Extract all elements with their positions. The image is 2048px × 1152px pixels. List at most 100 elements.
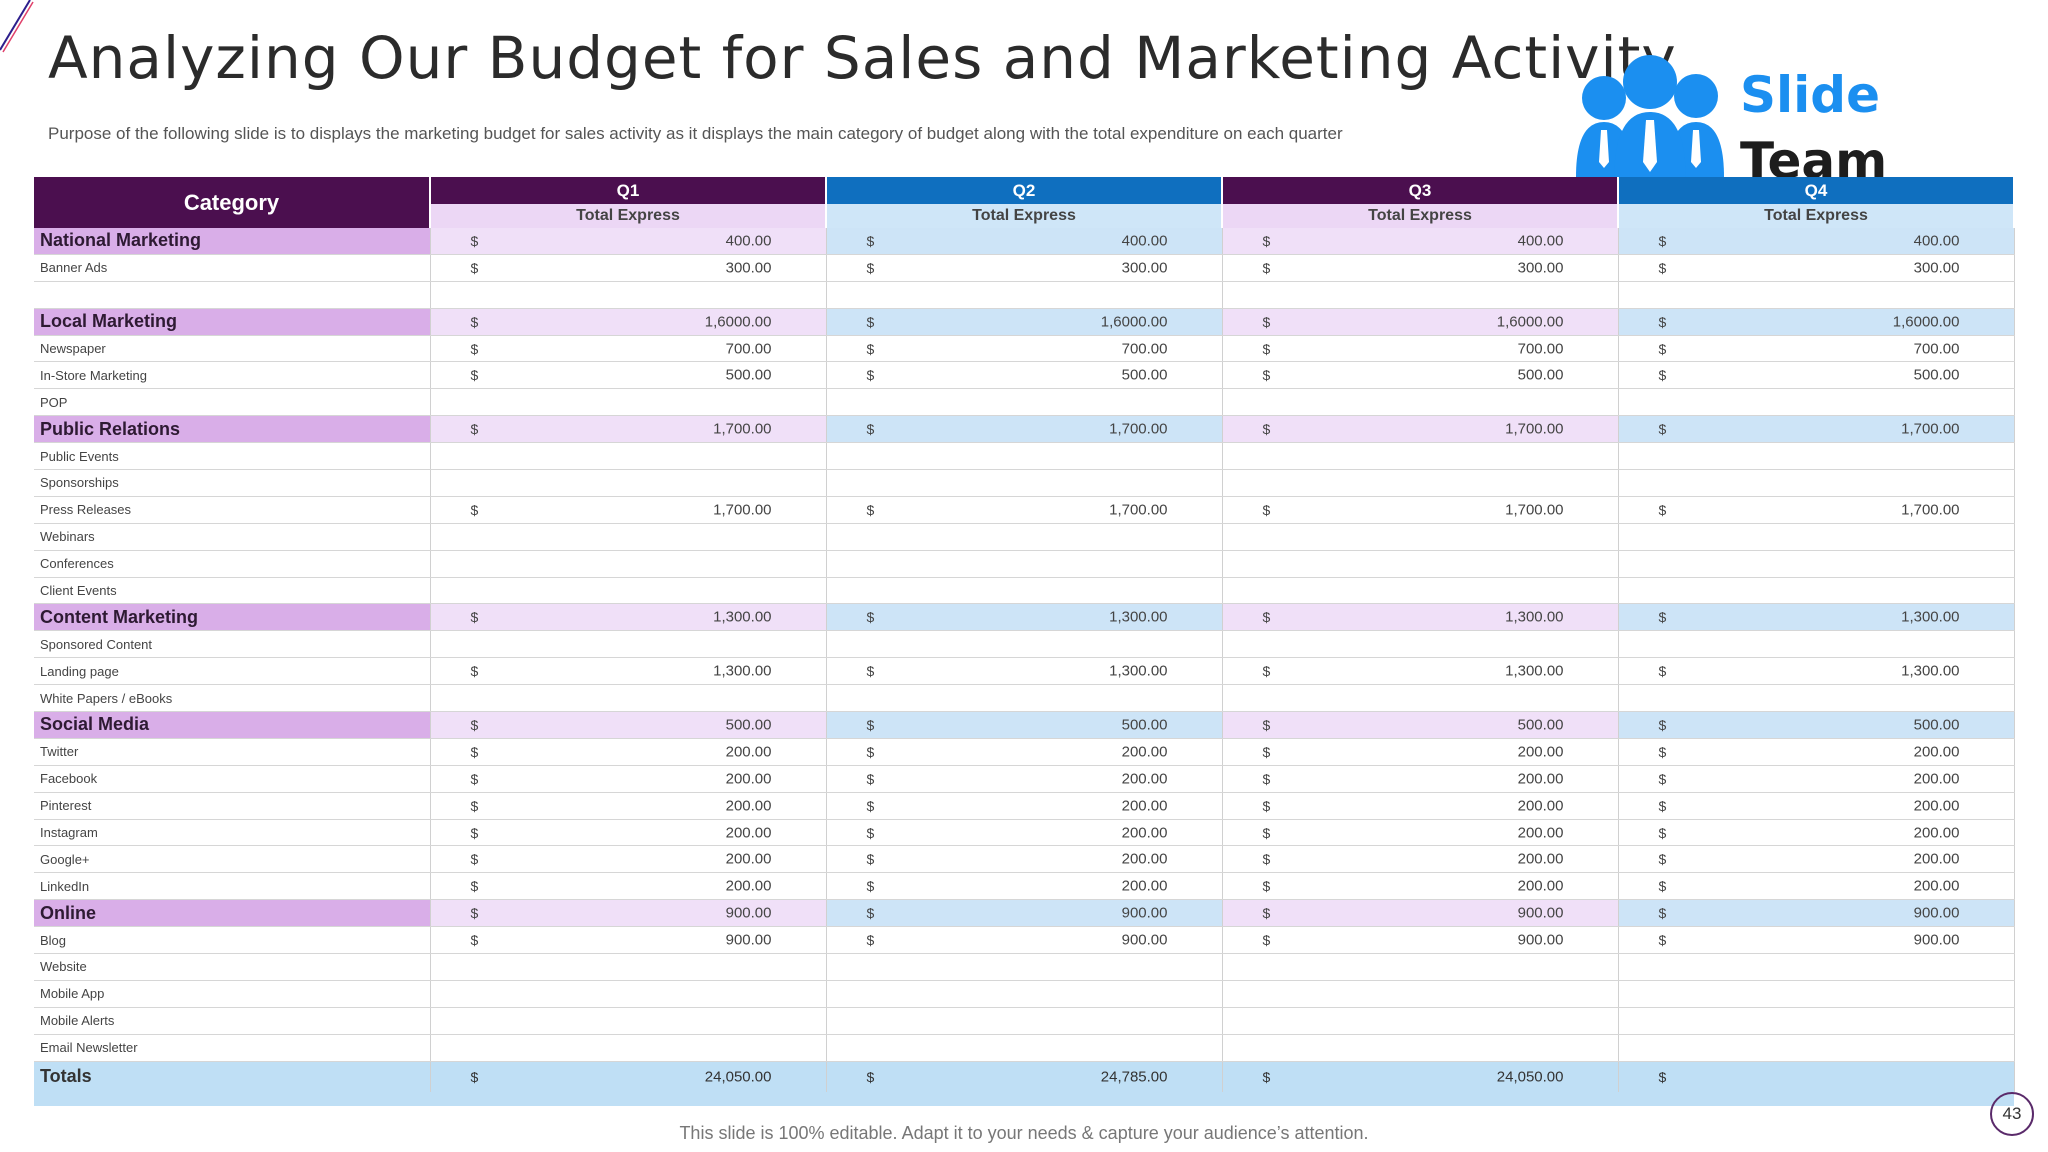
quarter-value-cell xyxy=(826,1007,1223,1035)
table-row: Google+ $200.00 $200.00 $200.00 $200.00 xyxy=(34,845,2015,874)
quarter-value-cell: $300.00 xyxy=(1618,254,2015,282)
quarter-value-cell xyxy=(430,684,827,713)
currency-symbol: $ xyxy=(866,770,875,787)
row-label: Banner Ads xyxy=(34,254,431,282)
quarter-value-cell: $500.00 xyxy=(1222,361,1619,390)
amount-value: 1,700.00 xyxy=(1505,420,1564,438)
quarter-value-cell: $200.00 xyxy=(1222,792,1619,820)
currency-symbol: $ xyxy=(1262,340,1271,357)
currency-symbol: $ xyxy=(470,421,479,438)
currency-symbol: $ xyxy=(866,743,875,760)
section-row: Social Media $500.00 $500.00 $500.00 $500.00 xyxy=(34,711,2015,739)
totals-tail-cell xyxy=(34,1091,430,1106)
row-label: Public Events xyxy=(34,442,431,471)
quarter-value-cell: $700.00 xyxy=(430,335,827,363)
currency-symbol: $ xyxy=(470,797,479,814)
table-row: Instagram $200.00 $200.00 $200.00 $200.00 xyxy=(34,819,2015,847)
table-row: LinkedIn $200.00 $200.00 $200.00 $200.00 xyxy=(34,872,2015,901)
quarter-value-cell xyxy=(430,388,827,417)
quarter-value-cell xyxy=(1618,281,2015,309)
row-label: Conferences xyxy=(34,550,431,578)
totals-tail-cell xyxy=(430,1091,826,1106)
currency-symbol: $ xyxy=(866,905,875,922)
quarter-value-cell: $200.00 xyxy=(1618,738,2015,766)
quarter-value-cell xyxy=(1618,469,2015,497)
table-row: In-Store Marketing $500.00 $500.00 $500.00 $… xyxy=(34,361,2015,390)
team-people-icon: Slide Team xyxy=(1576,55,1887,187)
quarter-value-cell: $200.00 xyxy=(1618,845,2015,874)
amount-value: 1,6000.00 xyxy=(1100,313,1168,331)
budget-table-container: Category Q1 Q2 Q3 Q4 Total Express Total… xyxy=(34,177,2015,1106)
amount-value: 200.00 xyxy=(1121,850,1168,868)
amount-value: 1,700.00 xyxy=(1901,501,1960,519)
totals-tail-cell xyxy=(1618,1091,2014,1106)
amount-value: 200.00 xyxy=(725,850,772,868)
amount-value: 1,300.00 xyxy=(1505,608,1564,626)
currency-symbol: $ xyxy=(866,797,875,814)
totals-value-cell: $ xyxy=(1618,1061,2015,1092)
row-label: Mobile App xyxy=(34,980,431,1008)
table-row: Sponsorships xyxy=(34,469,2015,497)
quarter-value-cell: $300.00 xyxy=(826,254,1223,282)
page-subtitle: Purpose of the following slide is to dis… xyxy=(48,124,1343,143)
quarter-value-cell xyxy=(1618,980,2015,1008)
quarter-value-cell: $1,6000.00 xyxy=(1618,308,2015,336)
quarter-value-cell: $200.00 xyxy=(826,792,1223,820)
table-row: White Papers / eBooks xyxy=(34,684,2015,713)
amount-value: 1,700.00 xyxy=(1109,501,1168,519)
row-label: Press Releases xyxy=(34,496,431,524)
row-label: Blog xyxy=(34,926,431,955)
section-label: Content Marketing xyxy=(34,603,431,632)
currency-symbol: $ xyxy=(470,259,479,276)
quarter-value-cell: $1,700.00 xyxy=(1618,496,2015,524)
quarter-value-cell: $1,300.00 xyxy=(430,603,827,632)
currency-symbol: $ xyxy=(470,905,479,922)
quarter-value-cell xyxy=(430,523,827,551)
table-row: POP xyxy=(34,388,2015,417)
quarter-value-cell xyxy=(430,630,827,659)
amount-value: 900.00 xyxy=(725,904,772,922)
section-label: Social Media xyxy=(34,711,431,739)
quarter-value-cell: $300.00 xyxy=(430,254,827,282)
quarter-value-cell: $300.00 xyxy=(1222,254,1619,282)
row-label: Facebook xyxy=(34,765,431,793)
currency-symbol: $ xyxy=(1262,770,1271,787)
row-label: POP xyxy=(34,388,431,417)
row-label: Webinars xyxy=(34,523,431,551)
amount-value: 200.00 xyxy=(725,770,772,788)
amount-value: 1,6000.00 xyxy=(1496,313,1564,331)
quarter-value-cell: $900.00 xyxy=(430,926,827,955)
quarter-value-cell: $400.00 xyxy=(826,228,1223,255)
quarter-value-cell xyxy=(430,469,827,497)
row-label: Newspaper xyxy=(34,335,431,363)
table-row: Press Releases $1,700.00 $1,700.00 $1,700.0… xyxy=(34,496,2015,524)
corner-accent-line xyxy=(0,0,34,53)
amount-value: 700.00 xyxy=(1517,340,1564,357)
table-row: Blog $900.00 $900.00 $900.00 $900.00 xyxy=(34,926,2015,955)
currency-symbol: $ xyxy=(1262,232,1271,249)
currency-symbol: $ xyxy=(470,663,479,680)
section-row: Local Marketing $1,6000.00 $1,6000.00 $1,60… xyxy=(34,308,2015,336)
amount-value: 1,700.00 xyxy=(1109,420,1168,438)
totals-amount: 24,050.00 xyxy=(1496,1068,1564,1086)
currency-symbol: $ xyxy=(1262,313,1271,330)
category-header: Category xyxy=(34,177,431,228)
quarter-value-cell: $500.00 xyxy=(1618,361,2015,390)
amount-value: 200.00 xyxy=(725,743,772,761)
amount-value: 200.00 xyxy=(1121,824,1168,842)
quarter-value-cell xyxy=(1618,684,2015,713)
currency-symbol: $ xyxy=(1262,851,1271,868)
currency-symbol: $ xyxy=(866,340,875,357)
amount-value: 300.00 xyxy=(1517,259,1564,277)
quarter-value-cell: $1,6000.00 xyxy=(826,308,1223,336)
section-label: Local Marketing xyxy=(34,308,431,336)
currency-symbol: $ xyxy=(470,367,479,384)
amount-value: 400.00 xyxy=(725,232,772,250)
currency-symbol: $ xyxy=(1262,797,1271,814)
quarter-value-cell xyxy=(1222,980,1619,1008)
amount-value: 200.00 xyxy=(1913,824,1960,842)
table-row: Twitter $200.00 $200.00 $200.00 $200.00 xyxy=(34,738,2015,766)
row-label: Sponsorships xyxy=(34,469,431,497)
currency-symbol: $ xyxy=(1262,716,1271,733)
amount-value: 500.00 xyxy=(1913,366,1960,384)
